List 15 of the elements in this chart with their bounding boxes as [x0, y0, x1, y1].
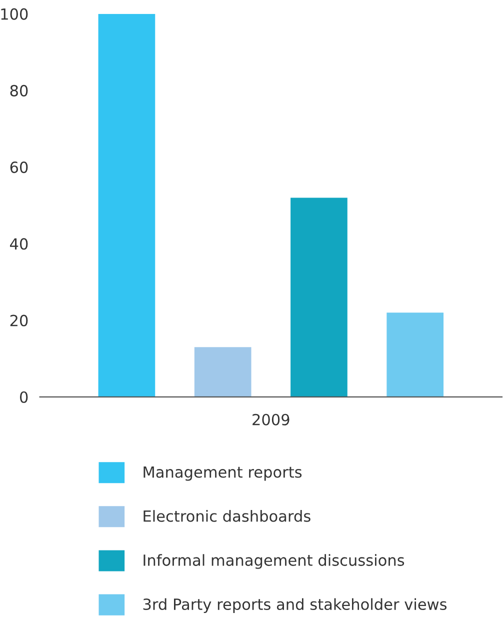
y-tick-label: 80	[10, 84, 28, 96]
y-tick-label: 60	[10, 162, 28, 174]
legend-label: Management reports	[144, 466, 302, 481]
bar	[98, 14, 156, 397]
legend-label: Electronic dashboards	[144, 510, 310, 522]
y-tick-label: 20	[10, 314, 28, 326]
y-tick-label: 40	[10, 238, 28, 250]
bar	[194, 347, 252, 397]
y-tick-label: 100	[1, 8, 28, 20]
bar	[290, 198, 348, 397]
bar	[386, 312, 444, 397]
y-tick-label: 0	[20, 391, 28, 403]
x-tick-label: 2009	[252, 414, 290, 426]
legend-label: 3rd Party reports and stakeholder views	[143, 598, 447, 613]
legend-label: Informal management discussions	[144, 554, 404, 569]
